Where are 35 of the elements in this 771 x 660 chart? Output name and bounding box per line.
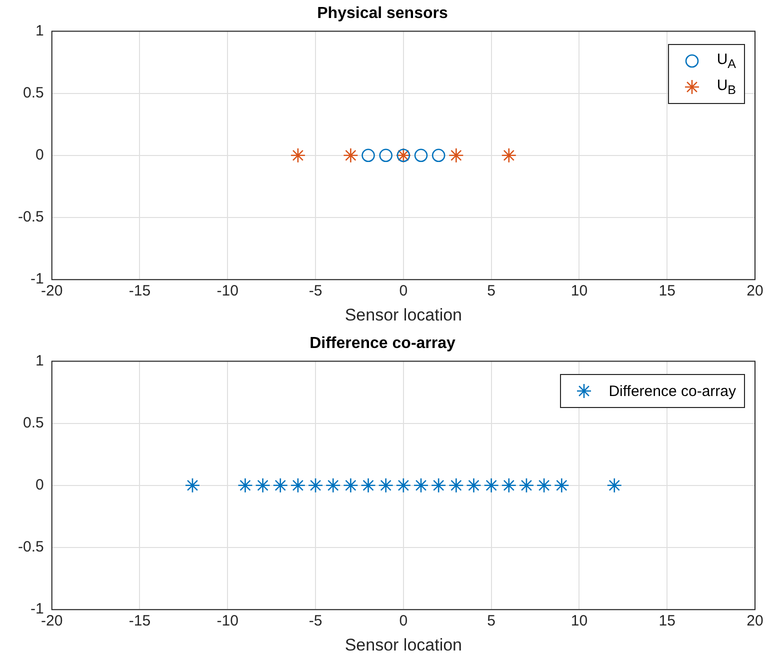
y-tick-label: -1: [30, 270, 44, 288]
x-tick-label: 10: [570, 612, 588, 630]
x-tick-label: 20: [746, 612, 764, 630]
chart-title: Physical sensors: [317, 5, 448, 22]
x-tick-label: 15: [658, 612, 676, 630]
x-tick-label: 5: [487, 612, 496, 630]
x-tick-label: -20: [41, 282, 63, 300]
y-tick-label: 1: [36, 352, 44, 370]
chart-title: Difference co-array: [310, 335, 456, 352]
x-tick-label: -10: [216, 282, 238, 300]
y-tick-label: -0.5: [18, 208, 44, 226]
x-axis-title: Sensor location: [344, 635, 462, 654]
legend-label: Difference co-array: [608, 382, 736, 400]
y-tick-label: -1: [30, 600, 44, 618]
x-tick-label: 15: [658, 282, 676, 300]
x-tick-label: -15: [128, 612, 151, 630]
y-tick-label: -0.5: [18, 538, 44, 556]
x-tick-label: 20: [746, 282, 764, 300]
y-tick-label: 0: [36, 476, 44, 494]
x-tick-label: -10: [216, 612, 238, 630]
x-tick-label: -5: [308, 612, 322, 630]
x-tick-label: 5: [487, 282, 496, 300]
y-tick-label: 0: [36, 146, 44, 164]
x-tick-label: -20: [41, 612, 63, 630]
legend-label: U$_{A}$: [716, 51, 736, 71]
legend-label: U$_{B}$: [716, 77, 736, 97]
x-tick-label: 0: [399, 282, 408, 300]
y-tick-label: 0.5: [22, 414, 44, 432]
y-tick-label: 0.5: [22, 84, 44, 102]
x-tick-label: -5: [308, 282, 322, 300]
x-tick-label: 10: [570, 282, 588, 300]
y-tick-label: 1: [36, 22, 44, 40]
x-axis-title: Sensor location: [344, 305, 462, 324]
x-tick-label: -15: [128, 282, 151, 300]
x-tick-label: 0: [399, 612, 408, 630]
